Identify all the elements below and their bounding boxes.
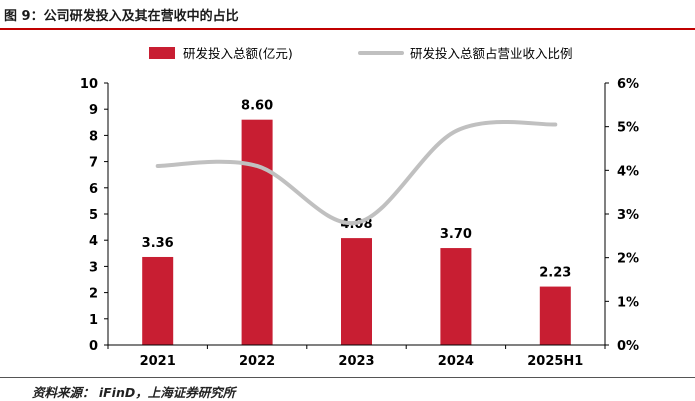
ratio-point-2022 — [255, 164, 259, 168]
left-tick-label: 0 — [89, 339, 98, 354]
figure-title: 图 9：公司研发投入及其在营收中的占比 — [4, 9, 239, 24]
left-tick-label: 7 — [89, 156, 98, 171]
bar-value-label: 3.36 — [142, 236, 174, 251]
legend-line-label: 研发投入总额占营业收入比例 — [410, 46, 573, 61]
x-tick-label: 2023 — [338, 354, 374, 369]
x-tick-label: 2021 — [140, 354, 176, 369]
right-tick-label: 6% — [617, 77, 639, 92]
ratio-point-2024 — [454, 129, 458, 133]
legend-bar-label: 研发投入总额(亿元) — [183, 46, 293, 61]
left-tick-label: 6 — [89, 182, 98, 197]
bar-value-label: 2.23 — [539, 266, 571, 281]
right-tick-label: 2% — [617, 252, 639, 267]
left-tick-label: 8 — [89, 129, 98, 144]
left-tick-label: 9 — [89, 103, 98, 118]
right-tick-label: 0% — [617, 339, 639, 354]
legend: 研发投入总额(亿元) 研发投入总额占营业收入比例 — [149, 46, 573, 61]
bar-2022 — [241, 119, 273, 346]
x-tick-label: 2022 — [239, 354, 275, 369]
ratio-point-2021 — [156, 164, 160, 168]
right-tick-label: 4% — [617, 164, 639, 179]
source-note: 资料来源： iFinD，上海证券研究所 — [32, 385, 236, 400]
source-rule — [0, 377, 695, 378]
bar-value-label: 8.60 — [241, 99, 273, 114]
bar-value-label: 3.70 — [440, 227, 472, 242]
right-tick-label: 1% — [617, 295, 639, 310]
x-tick-label: 2024 — [438, 354, 474, 369]
left-tick-label: 4 — [89, 234, 98, 249]
bar-2021 — [142, 256, 174, 345]
ratio-point-2023 — [355, 221, 358, 225]
left-tick-label: 10 — [80, 77, 98, 92]
title-rule — [0, 28, 695, 30]
left-tick-label: 2 — [89, 287, 98, 302]
right-tick-label: 5% — [617, 121, 639, 136]
bar-2024 — [440, 248, 472, 345]
left-tick-label: 5 — [89, 208, 98, 223]
x-tick-label: 2025H1 — [527, 354, 583, 369]
left-tick-label: 3 — [89, 260, 98, 275]
bar-2023 — [341, 238, 372, 345]
bar-2025H1 — [539, 286, 571, 345]
legend-bar-swatch — [149, 47, 175, 59]
right-tick-label: 3% — [617, 208, 639, 223]
ratio-point-2025H1 — [553, 122, 557, 126]
ratio-series-line — [155, 119, 558, 226]
left-tick-label: 1 — [89, 313, 98, 328]
